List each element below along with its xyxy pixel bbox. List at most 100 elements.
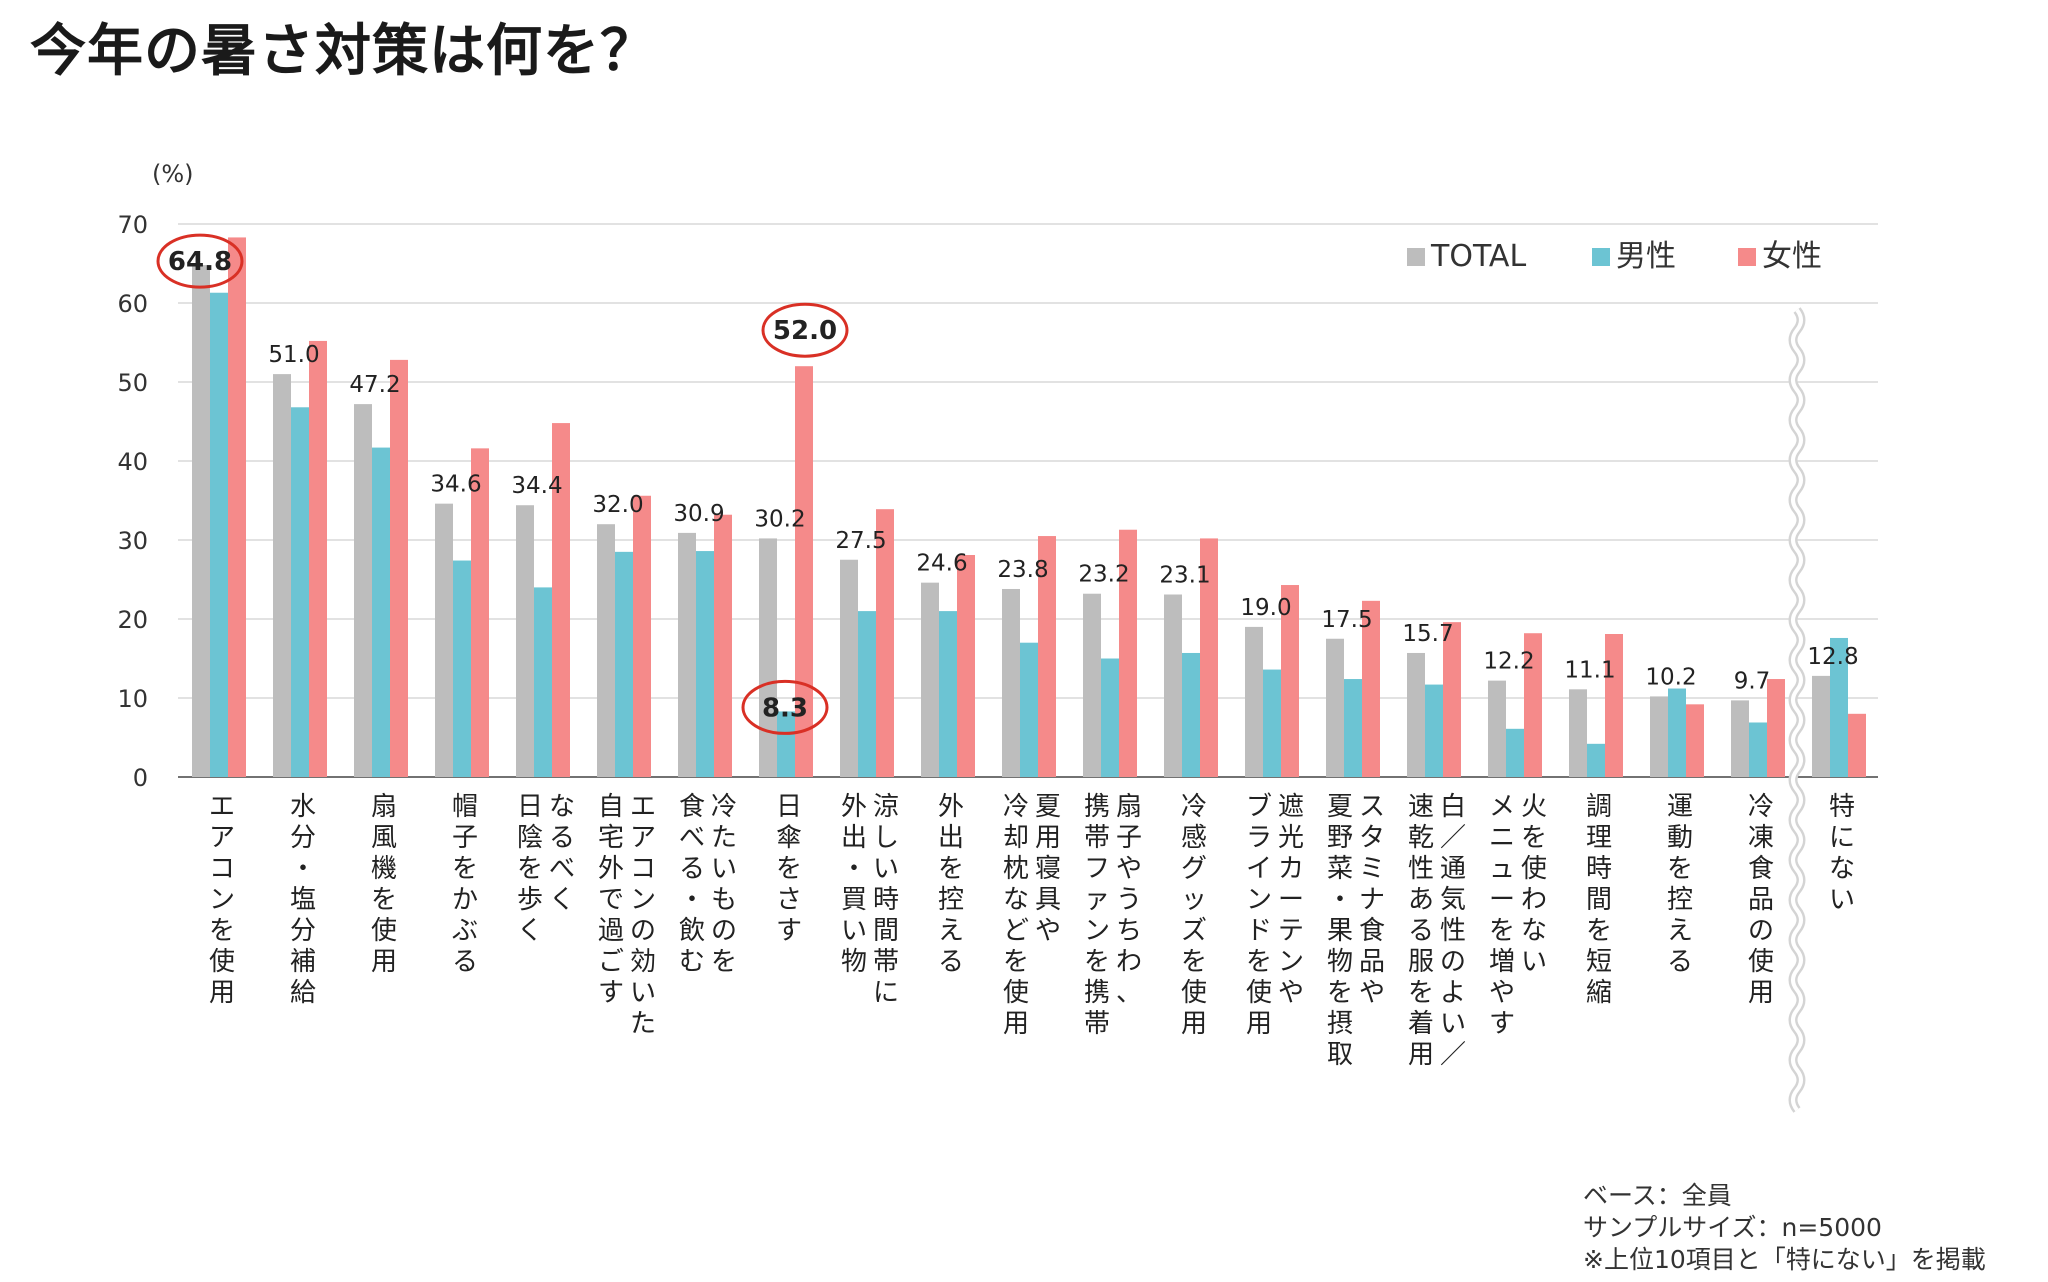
category-label-char: 買 [841, 885, 867, 915]
category-label-char: を [1489, 916, 1515, 946]
category-label-char: 用 [1246, 1009, 1272, 1039]
data-label-total: 10.2 [1645, 664, 1696, 690]
data-label-total: 23.2 [1078, 562, 1129, 588]
bar-male [453, 560, 471, 777]
category-label-char: い [1521, 947, 1547, 977]
category-label-char: 塩 [290, 885, 316, 915]
category-label-char: よ [1440, 978, 1466, 1008]
callout-label: 52.0 [773, 316, 837, 346]
category-label-char: ／ [1440, 823, 1466, 853]
category-label-char: 用 [1003, 1009, 1029, 1039]
category-label-char: 火 [1521, 792, 1547, 822]
category-label-char: 気 [1440, 885, 1466, 915]
bar-male [291, 407, 309, 777]
legend-swatch-total [1407, 248, 1425, 266]
legend-label-total: TOTAL [1430, 239, 1526, 274]
category-label-char: な [1829, 854, 1855, 884]
legend-label-male: 男性 [1616, 239, 1676, 274]
category-label-char: 食 [679, 792, 705, 822]
bar-male [1425, 684, 1443, 777]
bar-male [939, 611, 957, 777]
category-label-char: 歩 [517, 885, 543, 915]
category-label-char: 冷 [1181, 792, 1207, 822]
category-label-char: 具 [1035, 885, 1061, 915]
category-label-char: 扇 [371, 792, 397, 822]
chart-notes: ベース：全員 サンプルサイズ：n=5000 ※上位10項目と「特にない」を掲載 [1583, 1180, 1986, 1276]
bar-male [1263, 669, 1281, 777]
bar-total [192, 265, 210, 777]
bar-total [1731, 700, 1749, 777]
category-label-char: 帯 [873, 947, 899, 977]
category-label-char: 着 [1408, 1009, 1434, 1039]
bar-male [210, 292, 228, 777]
data-label-total: 12.8 [1807, 644, 1858, 670]
bar-male [615, 551, 633, 777]
category-label-char: 使 [1246, 978, 1272, 1008]
bar-male [777, 711, 795, 777]
category-label-char: 涼 [873, 792, 899, 822]
bar-total [759, 538, 777, 777]
category-label-char: 帯 [1084, 1009, 1110, 1039]
data-label-total: 9.7 [1734, 668, 1771, 694]
data-label-total: 30.9 [673, 501, 724, 527]
bar-female [1605, 634, 1623, 777]
bar-female [633, 495, 651, 777]
category-label-char: フ [1084, 854, 1110, 884]
category-label-char: る [679, 854, 705, 884]
category-label-char: す [598, 978, 624, 1008]
category-label-char: グ [1181, 854, 1207, 884]
bar-male [696, 551, 714, 777]
category-label-char: 速 [1408, 792, 1434, 822]
category-label-char: 使 [209, 947, 235, 977]
data-label-total: 51.0 [268, 342, 319, 368]
category-label-char: を [1408, 978, 1434, 1008]
category-label-char: 子 [1116, 823, 1142, 853]
category-label-char: 動 [1667, 823, 1693, 853]
category-label-char: 冷 [1003, 792, 1029, 822]
category-label-char: 野 [1327, 823, 1353, 853]
category-label-char: 夏 [1035, 792, 1061, 822]
bar-female [309, 340, 327, 777]
bar-female [876, 509, 894, 777]
category-label-char: 風 [371, 823, 397, 853]
category-label-char: い [1440, 1009, 1466, 1039]
category-label-char: く [549, 885, 575, 915]
bar-female [1362, 600, 1380, 777]
y-tick-label: 60 [117, 290, 148, 318]
category-label-char: ン [630, 885, 656, 915]
bar-male [1101, 658, 1119, 777]
category-label-char: な [1003, 885, 1029, 915]
category-label-char: ・ [841, 854, 867, 884]
data-label-total: 23.1 [1159, 563, 1210, 589]
category-label-char: や [1278, 978, 1304, 1008]
category-label-char: 用 [209, 978, 235, 1008]
category-label-char: 外 [841, 792, 867, 822]
category-label-char: 理 [1586, 823, 1612, 853]
category-label-char: を [776, 854, 802, 884]
bar-female [1686, 704, 1704, 777]
category-label-char: 寝 [1035, 854, 1061, 884]
category-label-char: ア [630, 823, 656, 853]
bar-total [354, 404, 372, 777]
y-tick-label: 0 [133, 764, 148, 792]
category-label-char: 冷 [1748, 792, 1774, 822]
category-label-char: 効 [630, 947, 656, 977]
bar-female [552, 423, 570, 777]
category-label-char: な [1521, 916, 1547, 946]
data-label-total: 32.0 [592, 492, 643, 518]
category-label-char: 間 [1586, 885, 1612, 915]
category-label-char: 用 [1748, 978, 1774, 1008]
category-label-char: ァ [1084, 885, 1110, 915]
category-label-char: ー [1278, 885, 1304, 915]
category-label-char: 短 [1586, 947, 1612, 977]
category-label-char: エ [630, 792, 656, 822]
bar-total [435, 503, 453, 777]
bar-total [1083, 593, 1101, 777]
category-label-char: 物 [841, 947, 867, 977]
category-label-char: 増 [1489, 947, 1515, 977]
bar-female [714, 514, 732, 777]
category-label-char: 枕 [1003, 854, 1029, 884]
category-label-char: タ [1359, 823, 1385, 853]
bar-male [858, 611, 876, 777]
y-tick-label: 10 [117, 685, 148, 713]
